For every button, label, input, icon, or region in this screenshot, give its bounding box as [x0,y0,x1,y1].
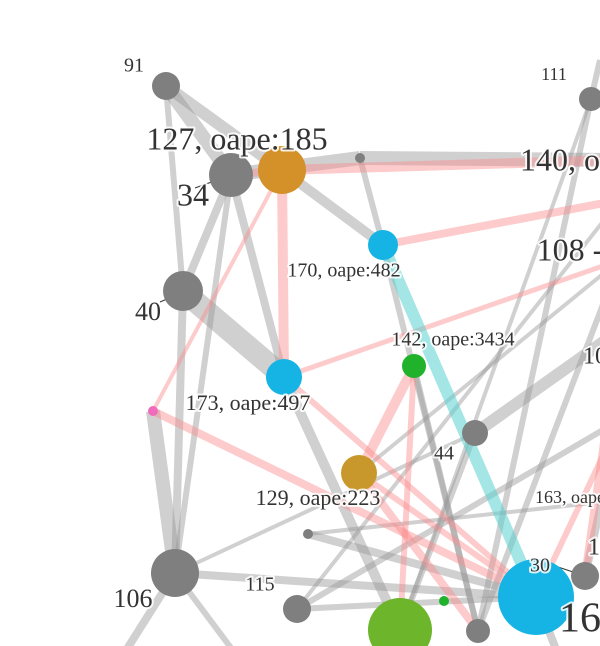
node [368,230,398,260]
node [466,619,490,643]
node [341,455,377,491]
edge [283,264,600,380]
node [439,596,449,606]
edge [306,530,538,601]
edges [124,59,600,646]
edge [174,569,537,601]
edge [380,244,481,632]
node [571,562,599,590]
edge [359,151,600,167]
node [209,153,253,197]
node-label: 127, oape:185 [146,120,327,156]
node-label: 30 [530,555,550,577]
edge [475,98,594,632]
node [368,598,432,646]
node [152,72,180,100]
edge [397,431,478,632]
edge [357,273,600,475]
edge [151,169,284,412]
node [498,559,574,635]
node-label: 44 [434,443,454,465]
node [462,420,488,446]
node [402,354,426,378]
node [266,359,302,395]
edge [172,174,234,574]
edge [279,374,405,633]
nodes [148,72,600,646]
edge [277,169,289,378]
edge [175,282,292,386]
edge [171,290,187,574]
node-label: 129, oape:223 [256,485,381,510]
edge [281,155,600,175]
edge [146,410,182,574]
node-label: 1 [588,535,600,561]
labels: 91 127, oape:185 34 140, o 111 170, oape:482 1… [112,53,600,644]
edge [398,98,593,631]
node-label: 91 [124,55,144,77]
node-label: 10 [583,344,600,370]
node [303,529,313,539]
node-label: 173, oape:497 [186,390,311,415]
edge [382,199,600,249]
node-label: 16 [559,596,600,642]
node-label: 34 [177,176,209,212]
node-label: 115 [245,574,274,596]
edge [151,407,538,601]
edge [282,374,538,600]
edge [471,336,600,438]
edge [355,470,482,634]
edge [307,500,600,536]
node [258,146,306,194]
edge [354,363,419,476]
edge [163,85,186,292]
node-label: 106 [114,584,153,613]
node [283,595,311,623]
edge [227,173,288,379]
edge [295,428,600,612]
edge [377,242,542,600]
edge [581,442,600,577]
edge [397,365,417,631]
node [355,153,365,163]
node-label: 170, oape:482 [287,260,400,282]
node-label: 140, o [520,141,600,177]
node-label: 40 [135,297,161,326]
node-label: 163, oape [535,487,600,507]
node-label: 142, oape:3434 [391,329,514,351]
edge [581,490,600,577]
node-label: 111 [541,64,567,84]
node [163,271,203,311]
edge [174,431,476,575]
node [151,549,199,597]
node [148,406,158,416]
node [579,87,600,111]
node-label: 108 - [537,231,600,267]
edge [411,365,481,632]
edge [475,303,600,633]
